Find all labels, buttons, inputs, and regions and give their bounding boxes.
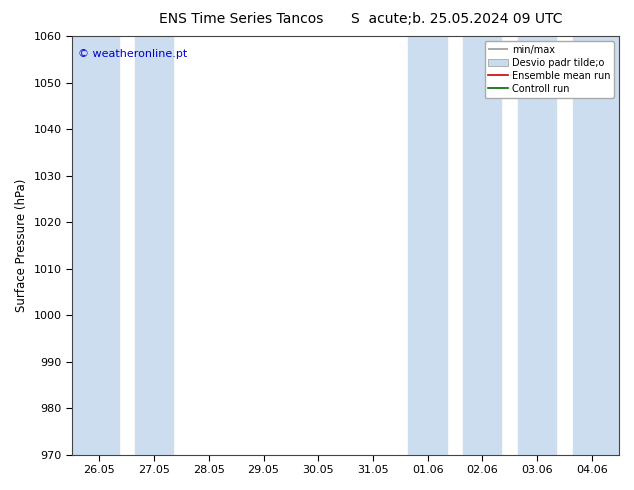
Text: ENS Time Series Tancos: ENS Time Series Tancos xyxy=(158,12,323,26)
Text: S  acute;b. 25.05.2024 09 UTC: S acute;b. 25.05.2024 09 UTC xyxy=(351,12,562,26)
Bar xyxy=(573,36,619,455)
Y-axis label: Surface Pressure (hPa): Surface Pressure (hPa) xyxy=(15,179,28,312)
Bar xyxy=(135,36,173,455)
Bar xyxy=(72,36,119,455)
Bar xyxy=(408,36,447,455)
Bar xyxy=(518,36,556,455)
Text: © weatheronline.pt: © weatheronline.pt xyxy=(77,49,187,59)
Bar xyxy=(463,36,501,455)
Legend: min/max, Desvio padr tilde;o, Ensemble mean run, Controll run: min/max, Desvio padr tilde;o, Ensemble m… xyxy=(484,41,614,98)
